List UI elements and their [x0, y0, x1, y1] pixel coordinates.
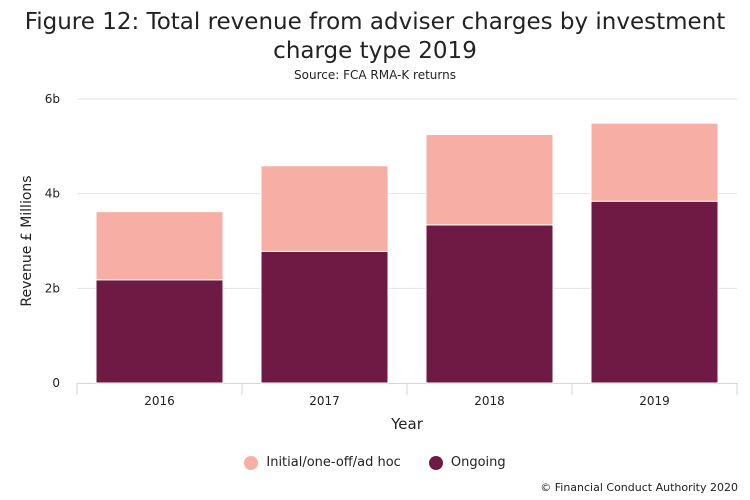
chart-title: Figure 12: Total revenue from adviser ch… — [24, 9, 726, 64]
y-axis-label: Revenue £ Millions — [19, 175, 35, 306]
legend-marker-ongoing — [428, 455, 443, 470]
y-tick-label: 0 — [52, 376, 60, 390]
bar-initial-2016 — [95, 211, 224, 281]
legend-label: Ongoing — [450, 455, 506, 470]
x-tick-label: 2017 — [309, 394, 340, 408]
legend-marker-initial — [244, 455, 259, 470]
bar-initial-2018 — [425, 134, 554, 226]
y-tick-label: 4b — [45, 187, 60, 201]
chart-subtitle: Source: FCA RMA-K returns — [294, 68, 456, 82]
x-axis-label: Year — [390, 415, 424, 433]
bar-ongoing-2018 — [425, 224, 554, 384]
bar-ongoing-2017 — [260, 250, 389, 384]
chart-area: 0 2b 4b 6b Revenue £ Millions 2016 2017 2018 201… — [19, 92, 738, 433]
x-tick-label: 2016 — [144, 394, 175, 408]
y-tick-label: 2b — [45, 281, 60, 295]
y-tick-label: 6b — [45, 92, 60, 106]
legend: Initial/one-off/ad hoc Ongoing — [0, 455, 750, 470]
copyright-credit: © Financial Conduct Authority 2020 — [540, 481, 738, 494]
bar-initial-2017 — [260, 165, 389, 252]
legend-item-ongoing[interactable]: Ongoing — [428, 455, 506, 470]
bar-ongoing-2016 — [95, 279, 224, 384]
legend-label: Initial/one-off/ad hoc — [266, 455, 401, 470]
bar-initial-2019 — [590, 122, 719, 202]
bar-ongoing-2019 — [590, 200, 719, 384]
legend-item-initial[interactable]: Initial/one-off/ad hoc — [244, 455, 401, 470]
x-tick-label: 2019 — [639, 394, 670, 408]
x-tick-label: 2018 — [474, 394, 505, 408]
